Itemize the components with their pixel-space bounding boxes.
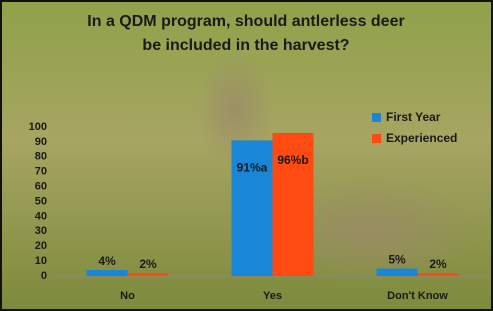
legend-label: First Year bbox=[386, 110, 441, 124]
x-tick-label: Don't Know bbox=[387, 290, 448, 302]
y-tick-label: 80 bbox=[35, 151, 47, 163]
chart: In a QDM program, should antlerless deer… bbox=[0, 0, 493, 311]
y-tick-label: 100 bbox=[29, 121, 47, 133]
y-tick-label: 30 bbox=[35, 225, 47, 237]
value-label: 91%a bbox=[237, 161, 268, 175]
y-tick-label: 20 bbox=[35, 240, 47, 252]
page: {"chart_data": {"type": "bar", "title": … bbox=[0, 0, 493, 311]
chart-title: In a QDM program, should antlerless deer bbox=[87, 13, 404, 30]
y-tick-label: 0 bbox=[41, 270, 47, 282]
legend-swatch bbox=[372, 113, 381, 122]
x-tick-label: No bbox=[120, 290, 135, 302]
chart-title: be included in the harvest? bbox=[142, 37, 349, 54]
legend-swatch bbox=[372, 134, 381, 143]
y-tick-label: 50 bbox=[35, 195, 47, 207]
y-tick-label: 90 bbox=[35, 136, 47, 148]
bar bbox=[87, 270, 128, 276]
value-label: 96%b bbox=[277, 153, 308, 167]
y-tick-label: 40 bbox=[35, 210, 47, 222]
y-tick-label: 70 bbox=[35, 166, 47, 178]
value-label: 2% bbox=[139, 257, 157, 271]
value-label: 2% bbox=[429, 257, 447, 271]
bar bbox=[418, 273, 459, 276]
legend-label: Experienced bbox=[386, 131, 457, 145]
value-label: 4% bbox=[98, 254, 116, 268]
value-label: 5% bbox=[388, 253, 406, 267]
y-tick-label: 60 bbox=[35, 181, 47, 193]
x-tick-label: Yes bbox=[263, 290, 282, 302]
y-tick-label: 10 bbox=[35, 255, 47, 267]
bar bbox=[377, 269, 418, 276]
bar bbox=[128, 273, 169, 276]
